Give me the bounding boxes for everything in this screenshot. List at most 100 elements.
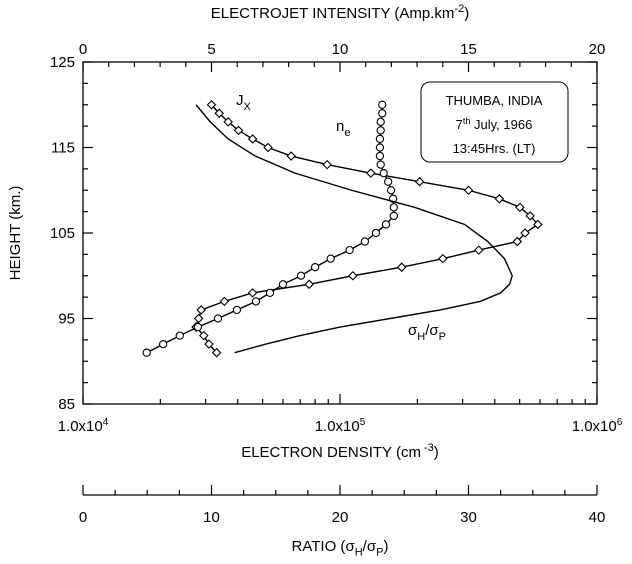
- point-marker: [322, 159, 332, 170]
- point-marker: [378, 109, 387, 118]
- point-marker: [375, 143, 385, 152]
- series-label-part: P: [439, 331, 446, 343]
- y-axis-title: HEIGHT (km.): [7, 186, 24, 281]
- x-tick-label: 1.0x106: [572, 417, 623, 435]
- series-line: [146, 104, 395, 354]
- point-marker: [494, 194, 505, 204]
- point-marker: [206, 99, 217, 110]
- series-line: [195, 104, 513, 354]
- x-axis-title-part: -2: [454, 3, 464, 15]
- x-axis-title-part: H: [355, 547, 363, 559]
- x-tick-label: 30: [460, 509, 477, 526]
- point-marker: [310, 263, 320, 272]
- point-marker: [396, 262, 407, 272]
- x-axis-title: ELECTRON DENSITY (cm -3): [241, 442, 439, 461]
- point-marker: [278, 280, 288, 289]
- series-label: σH/σP: [408, 322, 446, 343]
- x-tick-label: 20: [332, 509, 349, 526]
- point-marker: [204, 339, 214, 349]
- point-marker: [304, 279, 314, 290]
- series-label-part: /σ: [425, 322, 439, 339]
- info-text: THUMBA, INDIA: [446, 93, 543, 108]
- point-marker: [247, 288, 258, 298]
- x-axis-title-part: ): [464, 5, 469, 22]
- series-label: JX: [236, 92, 252, 113]
- point-marker: [371, 228, 381, 238]
- point-marker: [515, 202, 525, 213]
- point-marker: [384, 177, 393, 186]
- x-tick-label: 15: [460, 41, 477, 58]
- point-marker: [438, 253, 448, 264]
- x-axis-title-part: σ: [345, 538, 355, 555]
- info-text-part: July, 1966: [470, 117, 532, 132]
- x-axis-title-part: -3: [421, 442, 434, 454]
- info-text: 7th July, 1966: [456, 116, 533, 132]
- series-label-part: σ: [408, 322, 418, 339]
- point-marker: [142, 348, 151, 357]
- x-tick-label-base: 1.0x10: [572, 418, 617, 435]
- y-tick-label: 105: [50, 225, 75, 242]
- x-axis-title-part: ELECTRON DENSITY (cm: [241, 444, 421, 461]
- y-tick-label: 95: [58, 311, 75, 328]
- point-marker: [512, 236, 523, 247]
- point-marker: [158, 339, 168, 349]
- point-marker: [286, 151, 296, 161]
- point-marker: [381, 220, 391, 229]
- series-label-part: J: [236, 92, 244, 109]
- point-marker: [366, 168, 376, 178]
- info-box: [420, 81, 569, 163]
- x-axis-title-part: ELECTROJET INTENSITY (Amp.km: [211, 5, 455, 22]
- point-marker: [463, 185, 474, 196]
- point-marker: [525, 211, 535, 221]
- y-tick-label: 115: [51, 140, 75, 157]
- point-marker: [414, 176, 425, 187]
- point-marker: [265, 288, 275, 297]
- info-text-part: 7: [456, 117, 463, 132]
- x-axis-title-part: RATIO (: [292, 538, 346, 555]
- point-marker: [375, 151, 385, 161]
- point-marker: [223, 117, 233, 127]
- point-marker: [360, 237, 370, 246]
- point-marker: [214, 108, 224, 119]
- x-tick-label: 10: [332, 41, 349, 58]
- x-tick-label-exp: 6: [617, 417, 623, 428]
- point-marker: [296, 271, 306, 280]
- x-tick-label: 40: [589, 509, 606, 526]
- info-text-part: th: [463, 116, 471, 126]
- point-marker: [326, 254, 335, 263]
- point-marker: [348, 270, 358, 281]
- point-marker: [345, 245, 354, 255]
- y-tick-label: 125: [50, 54, 75, 71]
- info-text: 13:45Hrs. (LT): [453, 141, 536, 156]
- series-label-part: X: [244, 101, 252, 113]
- point-marker: [175, 331, 184, 340]
- point-marker: [193, 313, 204, 324]
- x-axis-title: ELECTROJET INTENSITY (Amp.km-2): [211, 3, 469, 22]
- x-axis-title-part: ): [434, 444, 439, 461]
- point-marker: [211, 347, 222, 358]
- x-tick-label: 5: [207, 41, 215, 58]
- point-marker: [199, 330, 209, 341]
- point-marker: [379, 168, 388, 178]
- x-tick-label-exp: 5: [360, 417, 366, 428]
- point-marker: [389, 211, 398, 221]
- point-marker: [533, 219, 543, 230]
- x-tick-label: 0: [79, 41, 87, 58]
- x-axis-title-part: P: [376, 547, 383, 559]
- x-tick-label: 1.0x105: [315, 417, 366, 435]
- info-text-part: 13:45Hrs. (LT): [453, 141, 536, 156]
- x-tick-label: 20: [589, 41, 606, 58]
- point-marker: [232, 305, 242, 315]
- point-marker: [193, 322, 203, 332]
- point-marker: [196, 305, 206, 315]
- point-marker: [233, 125, 244, 136]
- x-tick-label: 10: [203, 509, 220, 526]
- point-marker: [474, 245, 484, 255]
- series-label-part: H: [417, 331, 425, 343]
- info-text-part: THUMBA, INDIA: [446, 93, 543, 108]
- point-marker: [247, 134, 258, 144]
- point-marker: [251, 297, 261, 306]
- point-marker: [263, 142, 273, 153]
- point-marker: [386, 186, 396, 195]
